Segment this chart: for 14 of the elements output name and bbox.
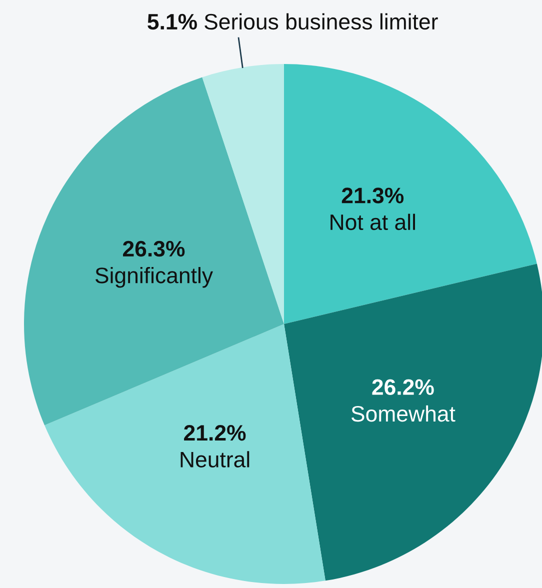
pie-slice [44,324,326,584]
data-label: 26.3% [123,240,185,257]
data-label: 26.2% [372,379,434,395]
slice-label: Somewhat [351,405,456,422]
data-label: 21.2% [184,425,246,441]
data-label: 21.3% [342,188,404,204]
pie-slice [24,77,284,426]
slice-label: Neutral [180,451,250,468]
pie-slice [284,264,542,581]
slice-label: Not at all [330,214,415,230]
data-label: 5.1% [148,14,197,30]
slice-label: Significantly [95,267,213,288]
pie-slice [284,64,537,324]
slice-label: Serious business limiter [204,13,438,30]
